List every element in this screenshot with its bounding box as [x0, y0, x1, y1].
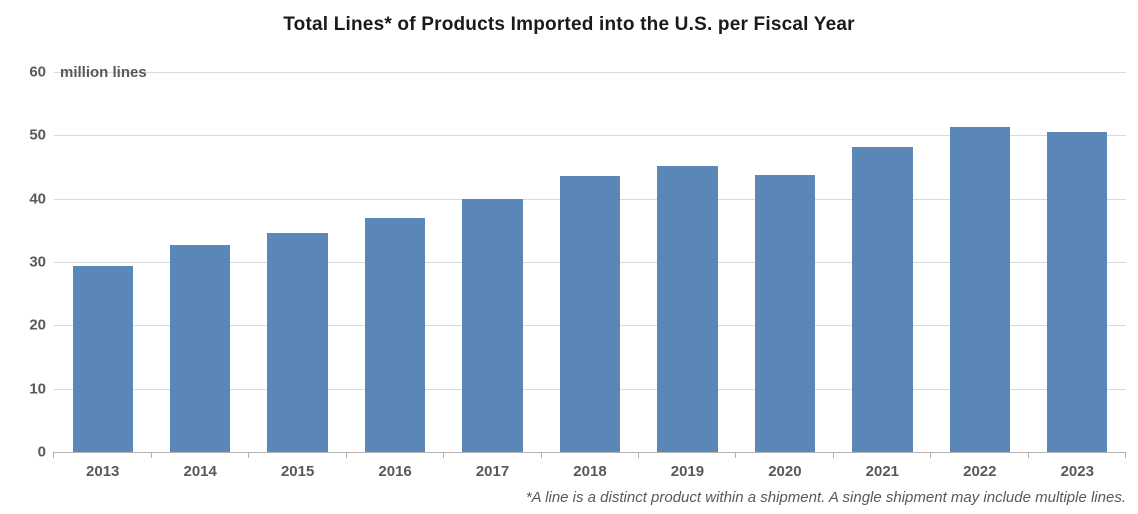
x-tick-label: 2021	[834, 464, 931, 479]
x-tick-label: 2023	[1029, 464, 1126, 479]
x-tick-label: 2022	[931, 464, 1028, 479]
y-tick-label: 40	[14, 191, 46, 206]
y-tick-label: 0	[14, 445, 46, 460]
chart-container: Total Lines* of Products Imported into t…	[0, 0, 1138, 514]
chart-title: Total Lines* of Products Imported into t…	[0, 14, 1138, 36]
x-tick-mark	[346, 452, 347, 458]
bar	[560, 176, 620, 452]
bar	[852, 147, 912, 452]
bar	[657, 166, 717, 452]
y-tick-label: 50	[14, 128, 46, 143]
bar	[170, 245, 230, 452]
x-tick-label: 2016	[346, 464, 443, 479]
gridline	[54, 72, 1126, 73]
y-tick-label: 10	[14, 381, 46, 396]
x-tick-label: 2014	[151, 464, 248, 479]
x-tick-mark	[53, 452, 54, 458]
y-tick-label: 20	[14, 318, 46, 333]
bar	[950, 127, 1010, 452]
bar	[755, 175, 815, 452]
chart-footnote: *A line is a distinct product within a s…	[0, 489, 1136, 506]
y-tick-label: 60	[14, 65, 46, 80]
bar	[73, 266, 133, 452]
x-tick-mark	[638, 452, 639, 458]
y-axis-unit-label: million lines	[60, 64, 147, 81]
bar	[267, 233, 327, 452]
x-tick-label: 2020	[736, 464, 833, 479]
bar	[1047, 132, 1107, 452]
x-tick-mark	[833, 452, 834, 458]
x-tick-label: 2015	[249, 464, 346, 479]
x-tick-mark	[443, 452, 444, 458]
y-tick-label: 30	[14, 255, 46, 270]
x-tick-mark	[1125, 452, 1126, 458]
x-tick-label: 2019	[639, 464, 736, 479]
x-tick-mark	[248, 452, 249, 458]
x-tick-label: 2013	[54, 464, 151, 479]
x-tick-mark	[1028, 452, 1029, 458]
x-tick-mark	[151, 452, 152, 458]
bar	[365, 218, 425, 452]
x-tick-mark	[541, 452, 542, 458]
x-tick-label: 2017	[444, 464, 541, 479]
bar	[462, 199, 522, 452]
x-tick-mark	[735, 452, 736, 458]
x-tick-label: 2018	[541, 464, 638, 479]
plot-area	[54, 72, 1126, 452]
x-tick-mark	[930, 452, 931, 458]
x-axis-baseline	[54, 452, 1126, 453]
